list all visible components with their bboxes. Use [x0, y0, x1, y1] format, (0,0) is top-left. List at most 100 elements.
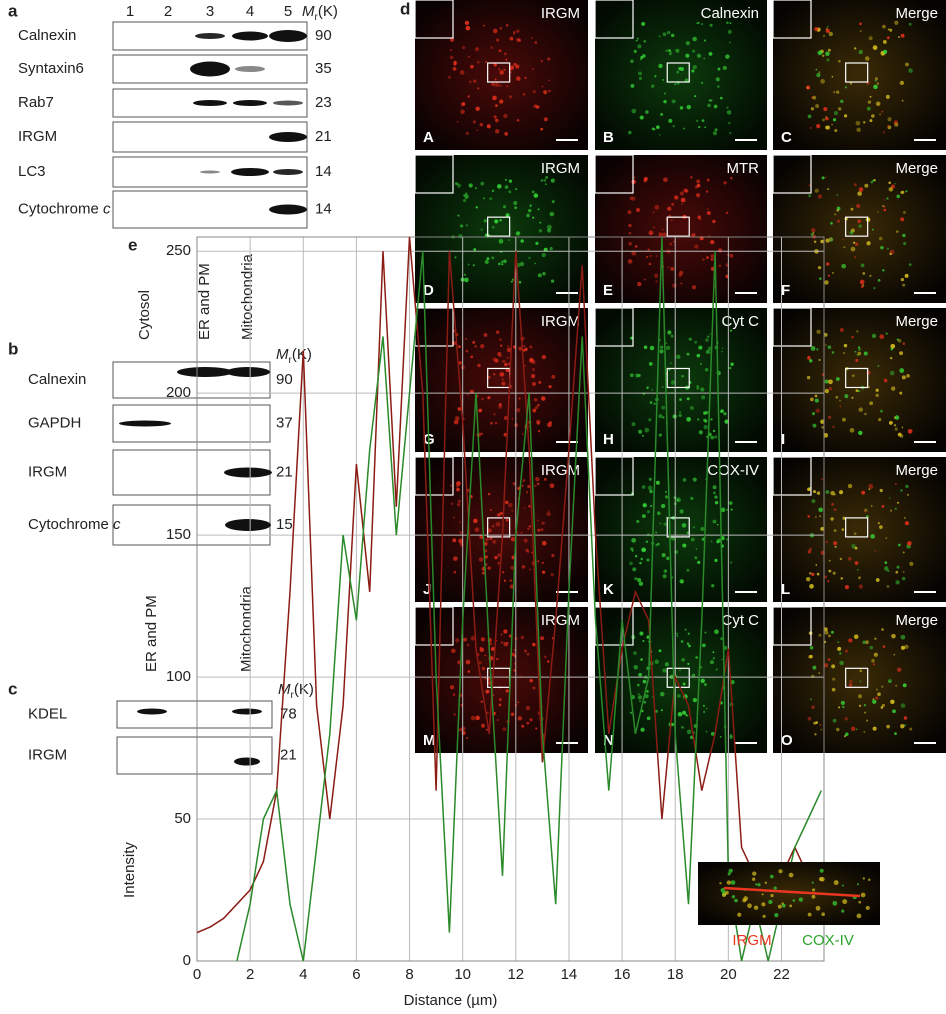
speckle: [887, 125, 890, 127]
speckle: [897, 543, 901, 547]
speckle: [527, 208, 532, 213]
speckle: [881, 504, 885, 508]
speckle: [660, 709, 663, 712]
speckle: [844, 114, 848, 118]
micrograph: IRGM A: [414, 0, 588, 150]
speckle: [548, 385, 552, 389]
speckle: [549, 483, 555, 489]
speckle: [661, 232, 667, 238]
speckle: [458, 360, 462, 365]
speckle: [547, 422, 552, 428]
speckle: [714, 500, 719, 505]
speckle: [500, 633, 503, 636]
speckle: [472, 340, 476, 344]
speckle: [659, 522, 662, 525]
speckle: [897, 667, 902, 672]
lane-label: ER and PM: [143, 595, 160, 672]
speckle: [549, 247, 553, 251]
speckle: [832, 718, 837, 723]
speckle: [547, 57, 551, 61]
speckle: [453, 62, 457, 66]
speckle: [497, 513, 501, 517]
speckle: [499, 84, 502, 87]
speckle: [458, 233, 463, 239]
speckle: [908, 263, 912, 266]
speckle: [659, 345, 664, 349]
speckle: [531, 551, 534, 554]
speckle: [452, 66, 457, 71]
speckle: [644, 694, 649, 699]
speckle: [505, 518, 509, 522]
speckle: [853, 532, 857, 536]
row-name: Cytochrome: [28, 516, 109, 533]
image-label: Cyt C: [722, 313, 760, 330]
speckle: [475, 47, 479, 52]
speckle: [890, 343, 896, 349]
speckle: [458, 728, 462, 732]
speckle: [825, 176, 828, 179]
speckle: [696, 183, 701, 188]
speckle: [696, 353, 701, 358]
speckle: [449, 55, 454, 60]
speckle: [640, 58, 642, 61]
speckle: [515, 64, 520, 69]
image-label: Merge: [895, 313, 938, 330]
speckle: [877, 521, 881, 525]
speckle: [518, 346, 523, 351]
speckle: [908, 68, 913, 73]
speckle: [668, 49, 671, 52]
speckle: [487, 566, 491, 570]
speckle: [863, 731, 866, 733]
speckle: [821, 176, 825, 180]
speckle: [459, 70, 465, 75]
speckle: [451, 648, 456, 654]
speckle: [662, 78, 665, 81]
speckle: [494, 358, 499, 363]
row-label: Cytochrome c: [18, 200, 111, 217]
speckle: [475, 206, 478, 209]
speckle: [486, 711, 489, 715]
speckle: [820, 728, 823, 731]
image-bg: [595, 308, 767, 452]
speckle: [722, 347, 724, 350]
speckle: [824, 575, 828, 579]
speckle: [694, 556, 698, 560]
weight-label: 23: [315, 94, 332, 111]
speckle: [743, 896, 749, 901]
speckle: [828, 559, 831, 562]
speckle: [826, 58, 830, 62]
lane-label: 4: [246, 3, 254, 20]
speckle: [844, 585, 850, 590]
speckle: [476, 129, 479, 131]
speckle: [899, 80, 905, 86]
speckle: [537, 430, 541, 433]
speckle: [538, 229, 543, 233]
speckle: [826, 262, 830, 266]
speckle: [679, 669, 681, 672]
speckle: [818, 672, 821, 674]
weight-label: 15: [276, 516, 293, 533]
speckle: [900, 724, 905, 729]
speckle: [835, 727, 840, 732]
speckle: [675, 48, 680, 53]
speckle: [693, 526, 696, 529]
speckle: [712, 429, 716, 433]
speckle: [691, 233, 696, 238]
speckle: [885, 94, 890, 99]
speckle: [535, 241, 539, 245]
inset-frame: [414, 0, 454, 39]
speckle: [715, 77, 720, 82]
speckle: [661, 553, 666, 558]
lane-label: Mitochondria: [239, 253, 256, 340]
speckle: [481, 571, 485, 575]
speckle: [503, 579, 507, 582]
speckle: [631, 422, 636, 427]
speckle: [646, 716, 651, 721]
speckle: [861, 490, 866, 495]
speckle: [665, 345, 671, 351]
roi-box: [845, 517, 869, 538]
speckle: [503, 68, 506, 71]
image-letter: C: [781, 129, 792, 146]
speckle: [810, 397, 814, 402]
speckle: [682, 682, 686, 686]
